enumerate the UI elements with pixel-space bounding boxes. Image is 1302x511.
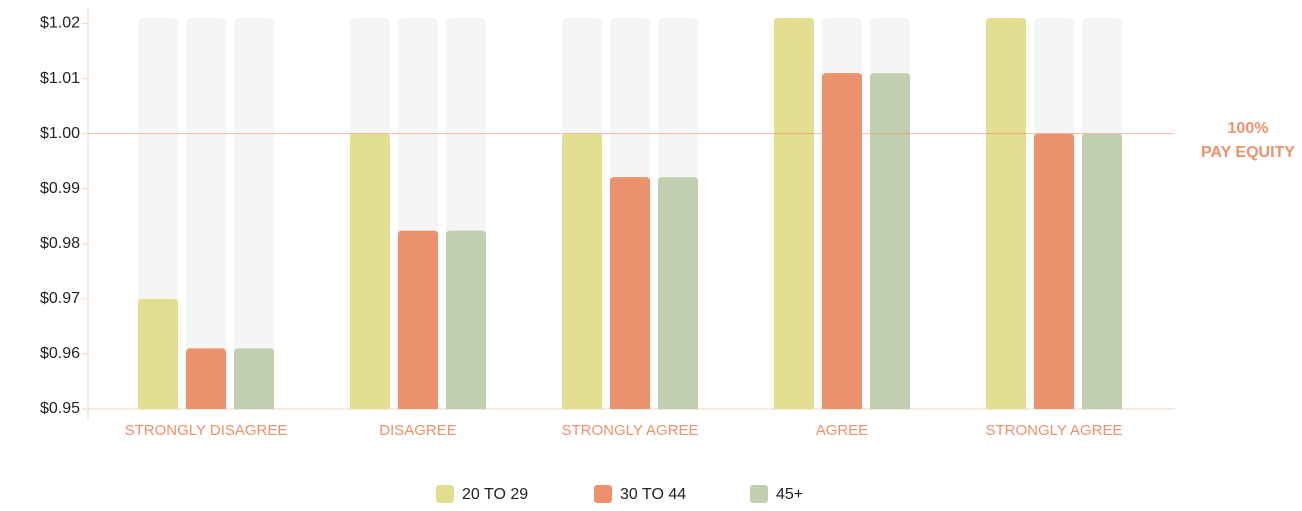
bar xyxy=(562,133,602,409)
x-tick-label: STRONGLY AGREE xyxy=(986,422,1123,439)
y-tick-label: $0.95 xyxy=(40,400,80,417)
bar xyxy=(350,133,390,409)
bar xyxy=(1082,133,1122,409)
bar xyxy=(1034,133,1074,409)
bar xyxy=(398,230,438,409)
reference-label: 100% xyxy=(1228,120,1269,137)
legend-swatch xyxy=(436,485,454,503)
bar xyxy=(870,73,910,409)
bar xyxy=(610,177,650,409)
bar xyxy=(658,177,698,409)
y-tick-label: $0.98 xyxy=(40,235,80,252)
bar xyxy=(138,298,178,409)
bar xyxy=(822,73,862,409)
x-tick-label: STRONGLY AGREE xyxy=(562,422,699,439)
legend-label: 30 TO 44 xyxy=(620,486,686,503)
bar-track xyxy=(234,18,274,409)
bar xyxy=(446,230,486,409)
bar-track xyxy=(186,18,226,409)
y-tick-label: $1.01 xyxy=(40,70,80,87)
bar xyxy=(234,348,274,409)
y-tick-label: $0.99 xyxy=(40,180,80,197)
legend-label: 45+ xyxy=(776,486,803,503)
bar xyxy=(986,18,1026,409)
reference-label: PAY EQUITY xyxy=(1201,144,1295,161)
y-tick-label: $0.96 xyxy=(40,345,80,362)
legend-label: 20 TO 29 xyxy=(462,486,528,503)
legend-swatch xyxy=(750,485,768,503)
x-tick-label: AGREE xyxy=(816,422,869,439)
legend-swatch xyxy=(594,485,612,503)
bar xyxy=(774,18,814,409)
x-tick-label: DISAGREE xyxy=(379,422,457,439)
y-tick-label: $1.02 xyxy=(40,15,80,32)
y-tick-label: $0.97 xyxy=(40,290,80,307)
y-tick-label: $1.00 xyxy=(40,125,80,142)
bar xyxy=(186,348,226,409)
x-tick-label: STRONGLY DISAGREE xyxy=(125,422,288,439)
